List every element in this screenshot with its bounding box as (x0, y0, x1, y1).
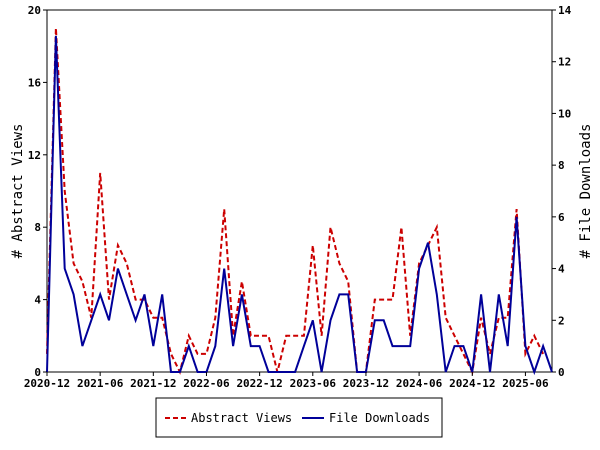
x-tick-label: 2020-12 (24, 377, 70, 390)
x-tick-label: 2024-06 (396, 377, 443, 390)
series-layer (46, 28, 553, 376)
plot-frame (46, 9, 553, 373)
x-tick-label: 2023-06 (290, 377, 337, 390)
y-left-tick-label: 16 (28, 76, 42, 89)
x-axis: 2020-12 2021-06 2021-12 2022-06 2022-12 2023-… (24, 372, 549, 390)
y-right-tick-label: 2 (558, 314, 565, 327)
y-left-axis-label: # Abstract Views (10, 124, 26, 259)
x-tick-label: 2021-06 (77, 377, 124, 390)
y-right-tick-label: 6 (558, 211, 565, 224)
y-left-tick-label: 8 (34, 221, 41, 234)
x-tick-label: 2023-12 (343, 377, 389, 390)
x-tick-label: 2024-12 (449, 377, 495, 390)
series-line-abstract-views (46, 28, 544, 376)
y-right-tick-label: 0 (558, 366, 565, 379)
x-tick-label: 2021-12 (130, 377, 176, 390)
legend-label-file-downloads: File Downloads (329, 411, 430, 425)
y-left-tick-label: 4 (34, 294, 41, 307)
y-right-tick-label: 14 (558, 4, 572, 17)
y-right-tick-label: 8 (558, 159, 565, 172)
y-right-axis-label: # File Downloads (578, 124, 594, 259)
y-left-tick-label: 0 (34, 366, 41, 379)
y-left-tick-label: 20 (28, 4, 41, 17)
y-right-tick-label: 10 (558, 107, 571, 120)
legend-label-abstract-views: Abstract Views (191, 411, 292, 425)
legend: Abstract Views File Downloads (155, 397, 443, 438)
x-tick-label: 2025-06 (502, 377, 549, 390)
y-right-tick-label: 12 (558, 56, 571, 69)
y-right-tick-label: 4 (558, 263, 565, 276)
y-left-tick-label: 12 (28, 149, 41, 162)
x-tick-label: 2022-12 (236, 377, 282, 390)
x-tick-label: 2022-06 (183, 377, 230, 390)
legend-box (155, 397, 443, 438)
series-line-file-downloads (46, 35, 553, 376)
right-axis: 0 2 4 6 8 10 12 14 (552, 4, 572, 379)
left-axis: 0 4 8 12 16 20 (28, 4, 47, 379)
